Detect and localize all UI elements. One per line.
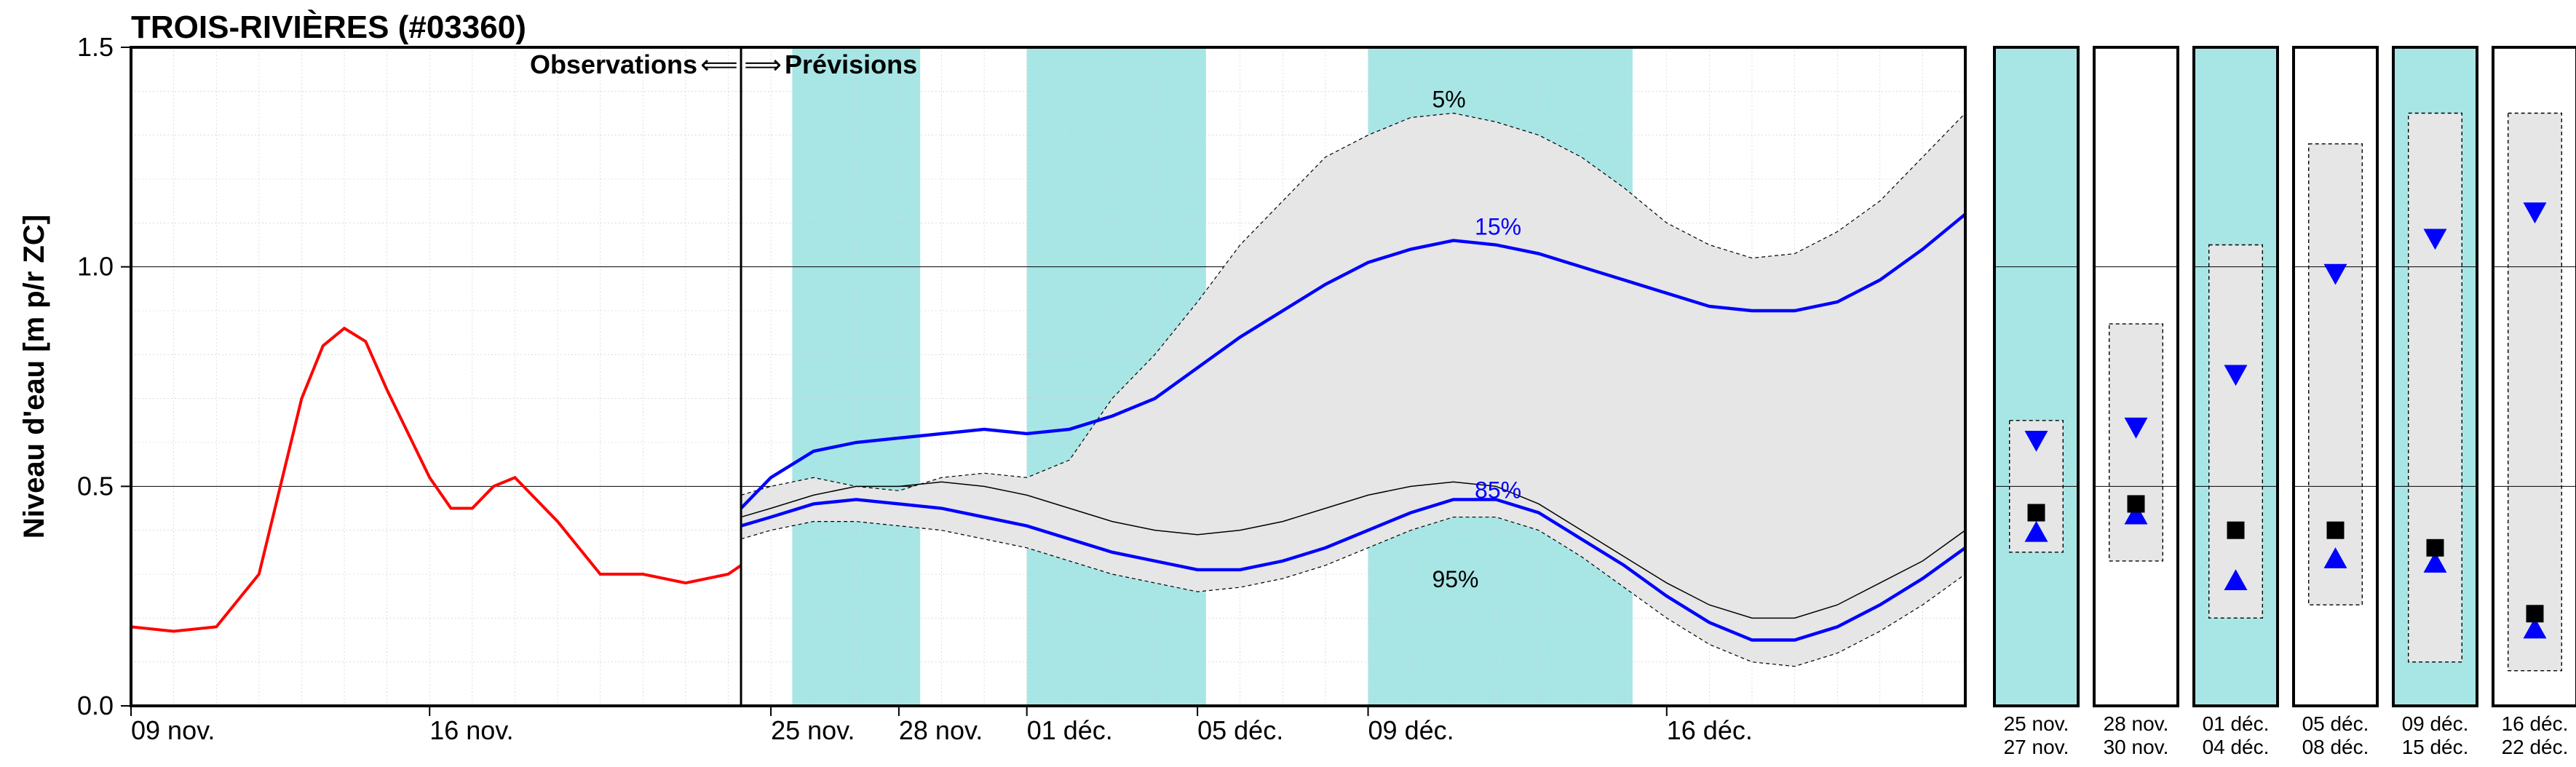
p15-label: 15% [1475,213,1521,239]
panel-date-bottom: 04 déc. [2203,736,2270,758]
p5-label: 5% [1432,87,1465,113]
ytick-label: 0.0 [77,691,114,720]
marker-square-icon [2427,539,2444,557]
marker-square-icon [2227,522,2245,539]
panel-date-top: 28 nov. [2104,712,2169,735]
xtick-label: 09 nov. [131,715,215,745]
xtick-label: 16 déc. [1667,715,1753,745]
marker-square-icon [2128,495,2145,512]
ytick-label: 1.0 [77,252,114,282]
arrow-left-icon: ⟸ [700,49,738,79]
panel-date-top: 05 déc. [2302,712,2369,735]
panel-date-bottom: 15 déc. [2402,736,2469,758]
panel-band [2209,245,2263,619]
xtick-label: 28 nov. [899,715,983,745]
panel-date-top: 25 nov. [2004,712,2069,735]
panel-date-top: 09 déc. [2402,712,2469,735]
panel-date-bottom: 08 déc. [2302,736,2369,758]
y-axis-label: Niveau d'eau [m p/r ZC] [18,215,50,539]
legend-previsions: Prévisions [785,49,917,79]
xtick-label: 01 déc. [1027,715,1113,745]
p85-label: 85% [1475,477,1521,503]
ytick-label: 0.5 [77,471,114,501]
xtick-label: 25 nov. [771,715,855,745]
arrow-right-icon: ⟹ [744,49,782,79]
xtick-label: 05 déc. [1197,715,1283,745]
panel-band [2508,114,2562,671]
chart-title: TROIS-RIVIÈRES (#03360) [131,9,526,45]
panel-date-bottom: 30 nov. [2104,736,2169,758]
marker-square-icon [2327,522,2345,539]
panel-date-bottom: 22 déc. [2502,736,2569,758]
marker-square-icon [2527,605,2544,622]
panel-band [2409,114,2462,662]
chart-container: TROIS-RIVIÈRES (#03360) 5% 15% 85% 95% Observ… [0,0,2576,767]
panel-date-top: 16 déc. [2502,712,2569,735]
xtick-label: 16 nov. [429,715,513,745]
xtick-label: 09 déc. [1368,715,1454,745]
marker-square-icon [2028,504,2045,522]
panel-date-top: 01 déc. [2203,712,2270,735]
panel-bg [1994,47,2078,706]
legend-observations: Observations [530,49,697,79]
ytick-label: 1.5 [77,32,114,62]
panel-band [2109,324,2163,561]
p95-label: 95% [1432,566,1478,592]
panel-date-bottom: 27 nov. [2004,736,2069,758]
